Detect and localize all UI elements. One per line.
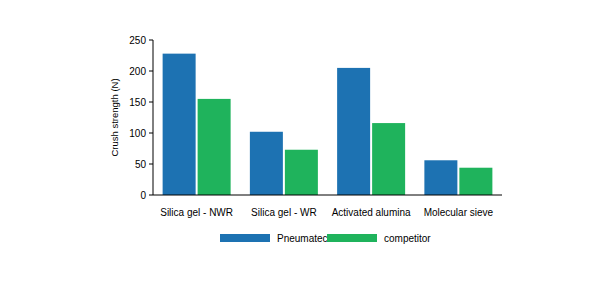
y-tick-label: 50 xyxy=(135,159,147,170)
y-axis-label: Crush strength (N) xyxy=(109,78,120,156)
x-tick-label: Activated alumina xyxy=(332,207,411,218)
chart-svg: 0 50 100 150 200 250 Silica gel - NWR Silica ge… xyxy=(0,0,600,281)
y-tick xyxy=(149,102,153,103)
y-tick xyxy=(149,40,153,41)
legend-swatch xyxy=(220,234,270,242)
x-tick-label: Silica gel - WR xyxy=(251,207,317,218)
y-tick xyxy=(149,164,153,165)
legend-swatch xyxy=(327,234,377,242)
bar xyxy=(198,99,231,195)
bar xyxy=(424,160,457,195)
y-axis-line xyxy=(153,40,154,195)
chart-container: 0 50 100 150 200 250 Silica gel - NWR Silica ge… xyxy=(0,0,600,281)
y-tick xyxy=(149,195,153,196)
bar xyxy=(459,168,492,195)
bars xyxy=(163,54,493,195)
y-tick-label: 150 xyxy=(129,97,146,108)
bar xyxy=(250,132,283,195)
bar xyxy=(337,68,370,195)
bar xyxy=(372,123,405,195)
legend-label: Pneumatech xyxy=(277,233,333,244)
x-tick-label: Silica gel - NWR xyxy=(160,207,233,218)
y-tick-label: 100 xyxy=(129,128,146,139)
bar xyxy=(163,54,196,195)
y-tick-label: 200 xyxy=(129,66,146,77)
y-tick-label: 250 xyxy=(129,35,146,46)
bar xyxy=(285,150,318,195)
x-tick-label: Molecular sieve xyxy=(424,207,494,218)
y-tick xyxy=(149,133,153,134)
y-tick xyxy=(149,71,153,72)
x-axis-line xyxy=(153,195,502,196)
y-tick-label: 0 xyxy=(140,190,146,201)
legend-label: competitor xyxy=(384,233,431,244)
